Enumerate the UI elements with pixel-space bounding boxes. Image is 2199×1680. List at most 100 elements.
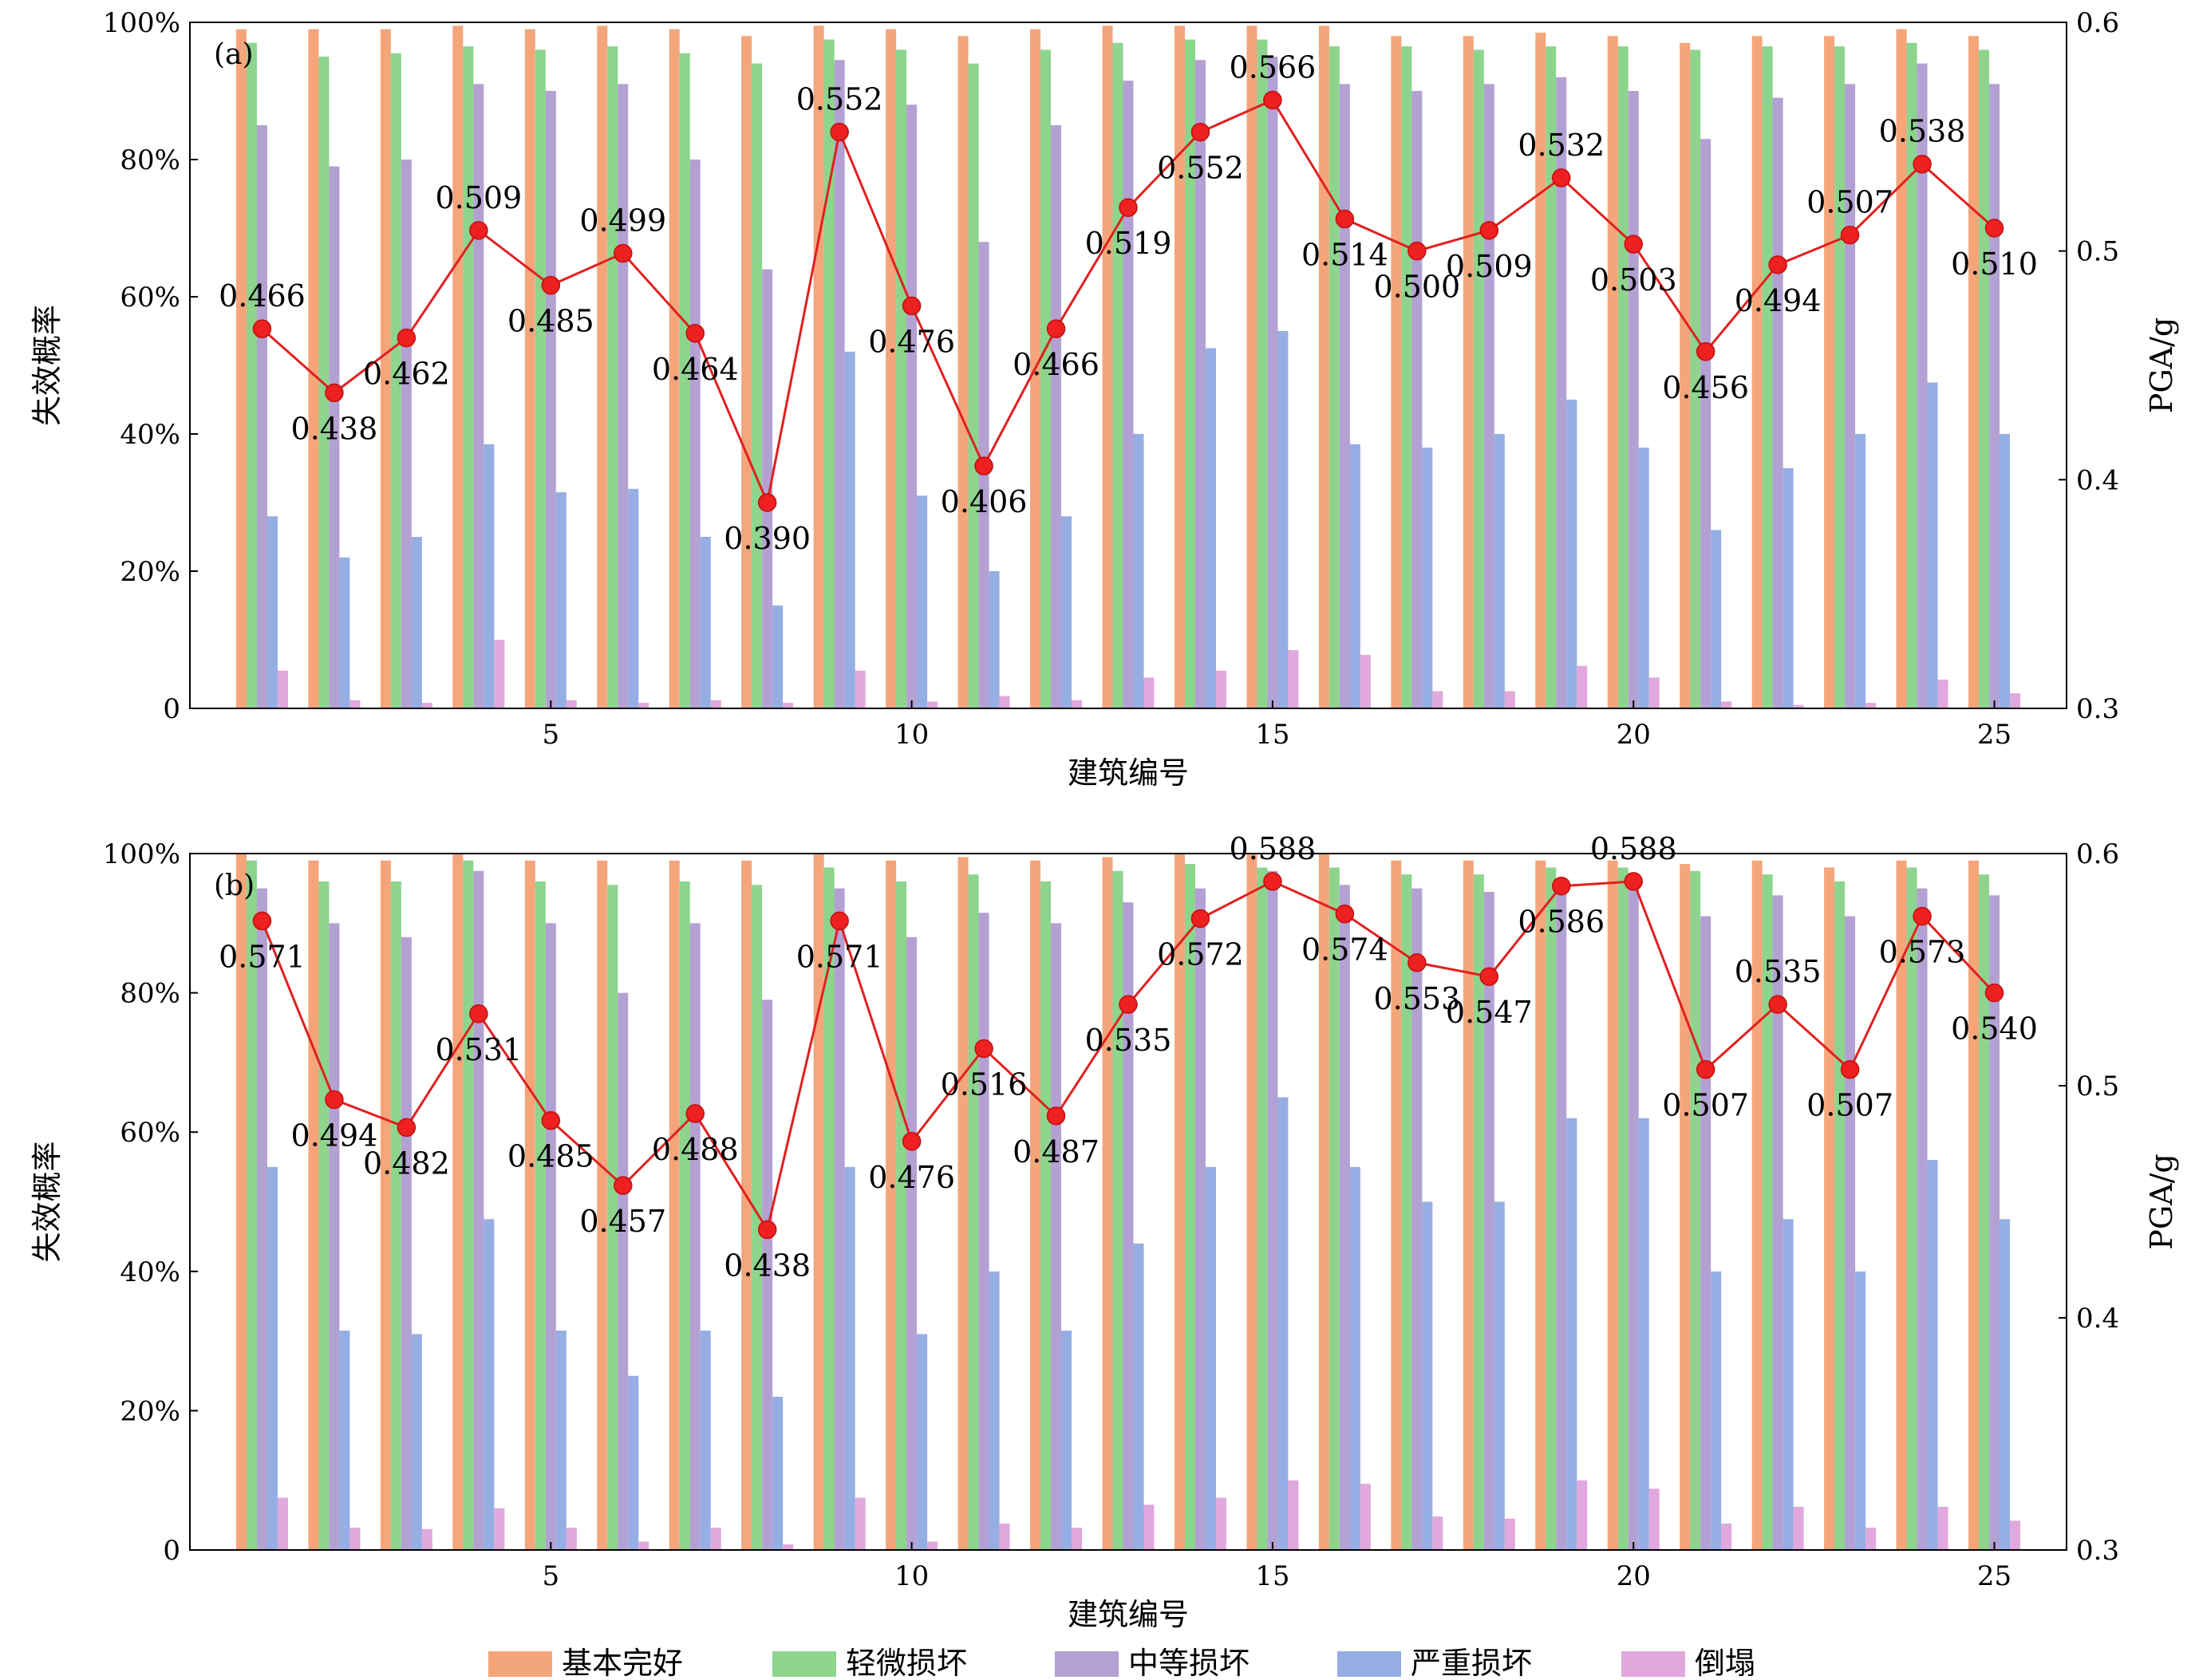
bar-2-building-6 bbox=[607, 885, 618, 1550]
pga-data-label-building-22: 0.535 bbox=[1735, 954, 1822, 989]
bar-5-building-7 bbox=[710, 700, 721, 708]
pga-data-label-building-14: 0.572 bbox=[1157, 937, 1244, 972]
bar-4-building-24 bbox=[1927, 1160, 1938, 1550]
pga-data-label-building-6: 0.457 bbox=[579, 1204, 666, 1239]
bar-5-building-1 bbox=[277, 1497, 288, 1550]
pga-data-label-building-5: 0.485 bbox=[507, 1139, 594, 1174]
bar-2-building-8 bbox=[752, 63, 763, 709]
bar-5-building-12 bbox=[1072, 700, 1083, 708]
bar-3-building-8 bbox=[762, 1000, 773, 1550]
bar-3-building-20 bbox=[1628, 874, 1639, 1550]
bar-4-building-13 bbox=[1133, 434, 1144, 708]
bar-1-building-3 bbox=[380, 29, 391, 709]
bar-2-building-11 bbox=[968, 874, 979, 1550]
bar-3-building-18 bbox=[1483, 84, 1494, 708]
bar-2-building-25 bbox=[1979, 874, 1990, 1550]
bar-5-building-25 bbox=[2010, 693, 2021, 708]
bar-1-building-6 bbox=[597, 26, 608, 709]
pga-data-label-building-3: 0.482 bbox=[363, 1146, 450, 1181]
y2-tick-label: 0.6 bbox=[2076, 838, 2119, 870]
bar-2-building-22 bbox=[1762, 874, 1773, 1550]
pga-data-label-building-9: 0.571 bbox=[796, 939, 883, 974]
bar-2-building-5 bbox=[535, 49, 546, 708]
bar-2-building-2 bbox=[318, 881, 330, 1550]
x-tick-label: 10 bbox=[894, 1560, 929, 1592]
bar-4-building-5 bbox=[555, 1331, 567, 1550]
y-tick-label: 80% bbox=[120, 144, 180, 176]
pga-point-building-14 bbox=[1190, 909, 1210, 929]
bar-5-building-24 bbox=[1937, 1506, 1948, 1550]
bar-1-building-22 bbox=[1751, 36, 1763, 708]
pga-data-label-building-10: 0.476 bbox=[868, 1160, 955, 1195]
pga-point-building-22 bbox=[1768, 995, 1787, 1014]
bar-2-building-18 bbox=[1473, 874, 1484, 1550]
bar-1-building-10 bbox=[886, 860, 897, 1550]
pga-data-label-building-13: 0.535 bbox=[1085, 1023, 1172, 1058]
bar-4-building-11 bbox=[989, 571, 1000, 708]
x-tick-label: 25 bbox=[1977, 1560, 2011, 1592]
bar-4-building-24 bbox=[1927, 382, 1938, 708]
bar-4-building-7 bbox=[700, 537, 711, 708]
bar-3-building-18 bbox=[1483, 892, 1494, 1550]
bar-2-building-3 bbox=[390, 53, 401, 708]
bar-5-building-15 bbox=[1288, 1480, 1299, 1550]
bar-2-building-5 bbox=[535, 881, 546, 1550]
bar-4-building-14 bbox=[1205, 348, 1216, 708]
pga-data-label-building-1: 0.571 bbox=[219, 939, 306, 974]
bar-3-building-23 bbox=[1845, 916, 1856, 1550]
bar-4-building-21 bbox=[1711, 1271, 1722, 1550]
pga-point-building-18 bbox=[1479, 967, 1499, 986]
bar-1-building-24 bbox=[1896, 29, 1907, 709]
bar-4-building-4 bbox=[484, 444, 495, 708]
bar-3-building-2 bbox=[329, 166, 340, 709]
pga-point-building-9 bbox=[830, 911, 849, 931]
pga-point-building-22 bbox=[1768, 255, 1787, 274]
bar-2-building-10 bbox=[896, 881, 907, 1550]
bar-5-building-6 bbox=[638, 1541, 649, 1550]
x-tick-label: 20 bbox=[1617, 719, 1651, 751]
x-axis-title: 建筑编号 bbox=[1068, 1597, 1189, 1632]
bar-1-building-2 bbox=[308, 860, 319, 1550]
bar-2-building-17 bbox=[1401, 874, 1412, 1550]
pga-data-label-building-25: 0.510 bbox=[1951, 246, 2038, 282]
pga-data-label-building-11: 0.516 bbox=[941, 1067, 1028, 1102]
pga-point-building-25 bbox=[1984, 983, 2004, 1003]
bar-5-building-15 bbox=[1288, 649, 1299, 708]
bar-5-building-10 bbox=[927, 1541, 938, 1550]
bar-3-building-21 bbox=[1700, 916, 1711, 1550]
bar-2-building-21 bbox=[1690, 870, 1701, 1550]
bar-5-building-1 bbox=[277, 670, 288, 708]
bar-4-building-9 bbox=[844, 1166, 855, 1550]
bar-3-building-13 bbox=[1123, 902, 1134, 1550]
bar-1-building-11 bbox=[957, 857, 969, 1550]
bar-4-building-5 bbox=[555, 492, 567, 708]
pga-point-building-12 bbox=[1046, 1106, 1066, 1126]
pga-point-building-13 bbox=[1119, 995, 1138, 1014]
bar-1-building-20 bbox=[1607, 36, 1618, 708]
legend-swatch-2 bbox=[772, 1651, 836, 1677]
legend-label-3: 中等损坏 bbox=[1128, 1646, 1250, 1680]
bar-3-building-5 bbox=[545, 923, 556, 1550]
bar-3-building-7 bbox=[689, 923, 701, 1550]
bar-1-building-14 bbox=[1174, 26, 1185, 709]
bar-5-building-17 bbox=[1432, 1516, 1443, 1550]
bar-5-building-13 bbox=[1143, 1505, 1155, 1550]
bar-5-building-23 bbox=[1865, 1528, 1877, 1550]
bar-3-building-20 bbox=[1628, 91, 1639, 708]
bar-1-building-4 bbox=[452, 26, 464, 709]
pga-point-building-16 bbox=[1335, 904, 1355, 924]
bar-5-building-16 bbox=[1360, 654, 1371, 708]
bar-1-building-16 bbox=[1318, 26, 1329, 709]
bar-5-building-12 bbox=[1072, 1528, 1083, 1550]
bar-3-building-19 bbox=[1556, 885, 1567, 1550]
pga-data-label-building-15: 0.566 bbox=[1230, 49, 1317, 85]
pga-data-label-building-22: 0.494 bbox=[1735, 283, 1822, 318]
y-tick-label: 100% bbox=[103, 7, 180, 39]
bar-2-building-15 bbox=[1257, 867, 1268, 1550]
y-tick-label: 0 bbox=[163, 693, 180, 725]
pga-point-building-15 bbox=[1263, 90, 1282, 110]
bar-1-building-19 bbox=[1535, 860, 1546, 1550]
pga-data-label-building-16: 0.574 bbox=[1301, 933, 1388, 968]
bar-3-building-25 bbox=[1989, 895, 2000, 1550]
bar-1-building-15 bbox=[1246, 26, 1257, 709]
